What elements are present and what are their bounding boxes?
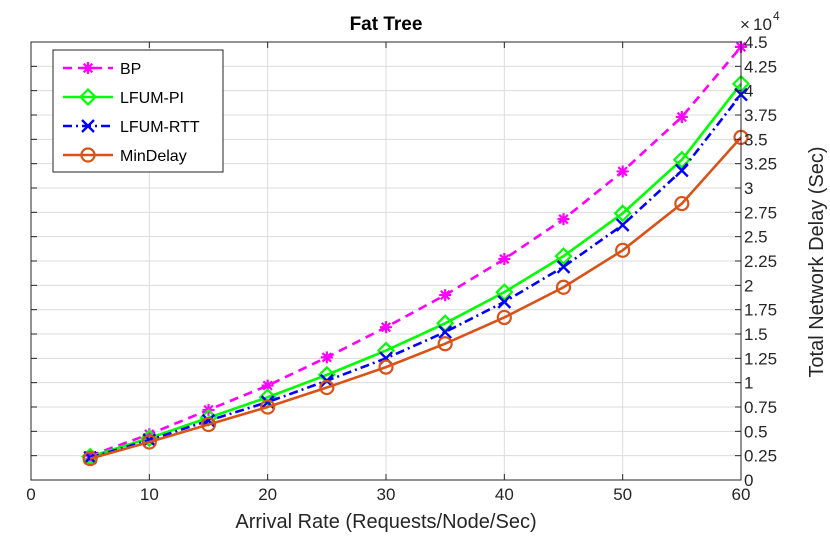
legend: BP LFUM-PI LFUM-RTT MinDelay	[52, 49, 224, 173]
series-line-mindelay	[89, 136, 742, 460]
data-point-bp	[616, 165, 629, 178]
y-tick-label: 2.25	[744, 252, 777, 271]
y-tick-label: 3.5	[744, 130, 768, 149]
data-point-lfum-pi	[495, 283, 514, 302]
multiplier-times: ×	[740, 15, 750, 34]
x-tick-label: 30	[377, 485, 396, 504]
data-point-mindelay	[555, 279, 572, 295]
data-point-lfum-rtt	[615, 218, 630, 232]
legend-item-mindelay: MinDelay	[63, 147, 187, 165]
data-point-bp	[675, 110, 688, 123]
y-tick-label: 4.5	[744, 33, 768, 52]
data-point-mindelay	[260, 399, 276, 415]
data-point-mindelay	[141, 434, 157, 450]
legend-label-lfum-rtt: LFUM-RTT	[120, 119, 200, 136]
series-line-lfum-rtt	[89, 93, 743, 459]
data-point-bp	[439, 289, 452, 302]
y-axis-ticks: 0 0.25 0.5 0.75 1 1.25 1.5 1.75 2 2.25 2.5 2.75 3 3.2…	[31, 33, 777, 490]
x-tick-label: 10	[140, 485, 159, 504]
y-tick-label: 1.25	[744, 349, 777, 368]
legend-item-lfum-rtt: LFUM-RTT	[63, 119, 200, 136]
y-tick-label: 0	[744, 471, 753, 490]
y-tick-label: 4.25	[744, 57, 777, 76]
data-point-bp	[380, 321, 392, 334]
y-tick-label: 1	[744, 374, 753, 393]
y-tick-label: 4	[744, 82, 753, 101]
chart-title: Fat Tree	[350, 14, 423, 35]
data-point-lfum-pi	[613, 204, 632, 223]
data-point-mindelay	[378, 359, 394, 375]
series-line-lfum-pi	[89, 83, 743, 458]
legend-label-lfum-pi: LFUM-PI	[120, 90, 184, 107]
data-point-bp	[498, 253, 511, 266]
legend-marker-mindelay	[80, 147, 96, 163]
y-tick-label: 2.5	[744, 228, 768, 247]
data-point-lfum-rtt	[438, 325, 453, 339]
x-axis-title: Arrival Rate (Requests/Node/Sec)	[235, 511, 536, 533]
data-point-bp	[261, 379, 274, 392]
y-axis-title: Total Network Delay (Sec)	[806, 146, 828, 377]
y-tick-label: 1.75	[744, 301, 777, 320]
data-point-mindelay	[82, 450, 98, 467]
data-point-mindelay	[200, 416, 217, 433]
y-tick-label: 3.25	[744, 155, 777, 174]
y-tick-label: 0.75	[744, 398, 777, 417]
legend-marker-lfum-rtt	[81, 119, 95, 133]
y-tick-label: 3	[744, 179, 753, 198]
x-tick-label: 40	[495, 485, 514, 504]
legend-item-lfum-pi: LFUM-PI	[63, 87, 184, 107]
legend-label-mindelay: MinDelay	[120, 148, 187, 165]
series-layer	[81, 40, 751, 467]
y-tick-label: 0.5	[744, 422, 768, 441]
y-tick-label: 1.5	[744, 325, 768, 344]
x-tick-label: 0	[26, 485, 35, 504]
x-tick-label: 20	[258, 485, 277, 504]
x-tick-label: 60	[732, 485, 751, 504]
data-point-mindelay	[674, 195, 690, 212]
multiplier-exponent: 4	[773, 9, 780, 23]
data-point-mindelay	[319, 379, 335, 396]
data-point-lfum-pi	[258, 388, 277, 407]
data-point-bp	[143, 428, 156, 441]
multiplier-base: 10	[753, 15, 772, 34]
data-point-lfum-pi	[554, 247, 573, 266]
y-tick-label: 0.25	[744, 447, 777, 466]
legend-label-bp: BP	[120, 61, 141, 78]
data-point-lfum-rtt	[674, 163, 689, 178]
y-tick-label: 3.75	[744, 106, 777, 125]
legend-marker-lfum-pi	[78, 87, 98, 107]
data-point-bp	[557, 213, 570, 226]
legend-item-bp: BP	[63, 61, 141, 78]
data-point-mindelay	[496, 309, 512, 326]
y-axis-multiplier: × 10 4	[740, 9, 780, 34]
legend-marker-bp	[82, 62, 94, 74]
series-line-bp	[89, 46, 742, 457]
data-point-lfum-pi	[672, 150, 691, 169]
data-point-bp	[320, 351, 333, 364]
y-tick-label: 2	[744, 276, 753, 295]
data-point-lfum-rtt	[497, 295, 512, 309]
data-point-mindelay	[615, 242, 631, 258]
x-tick-label: 50	[613, 485, 632, 504]
x-axis-ticks: 0 10 20 30 40 50 60	[26, 42, 750, 504]
data-point-mindelay	[437, 336, 453, 352]
data-point-lfum-rtt	[556, 259, 571, 274]
y-tick-label: 2.75	[744, 203, 777, 222]
series-mindelay	[82, 129, 749, 467]
